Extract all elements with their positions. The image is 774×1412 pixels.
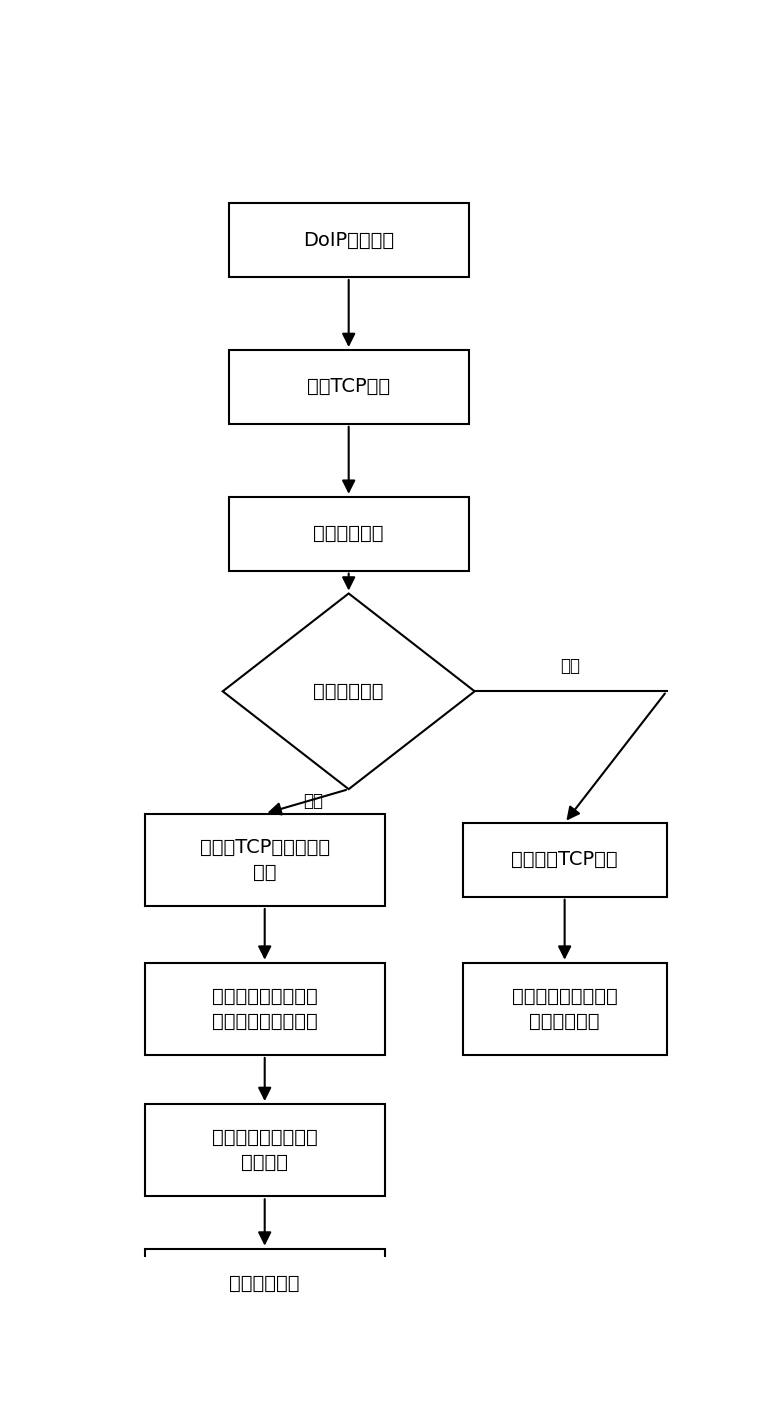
Text: 成功: 成功 xyxy=(303,792,323,810)
Bar xyxy=(229,497,469,570)
Text: 如无激活的客户端，
则退出组播组: 如无激活的客户端， 则退出组播组 xyxy=(512,987,618,1031)
Bar xyxy=(229,203,469,277)
Bar xyxy=(463,963,666,1055)
Text: 失败: 失败 xyxy=(560,657,580,675)
Text: 建立TCP连接: 建立TCP连接 xyxy=(307,377,390,397)
Bar xyxy=(145,813,385,907)
Bar xyxy=(229,350,469,424)
Text: 查找功能地址组映射
表，加入对应组播组: 查找功能地址组映射 表，加入对应组播组 xyxy=(212,987,317,1031)
Text: 断开当前TCP连接: 断开当前TCP连接 xyxy=(512,850,618,870)
Text: 发起路由激活: 发起路由激活 xyxy=(313,524,384,544)
Polygon shape xyxy=(223,593,474,789)
Text: 将客户端逻辑地址标
记为激活: 将客户端逻辑地址标 记为激活 xyxy=(212,1128,317,1172)
Bar xyxy=(463,823,666,897)
Bar xyxy=(145,1248,385,1319)
Text: 将当前TCP连接标记为
激活: 将当前TCP连接标记为 激活 xyxy=(200,837,330,882)
Text: DoIP设备发现: DoIP设备发现 xyxy=(303,230,394,250)
Bar xyxy=(145,963,385,1055)
Bar xyxy=(145,1104,385,1196)
Text: 开始诊断通信: 开始诊断通信 xyxy=(229,1275,300,1293)
Text: 路由激活处理: 路由激活处理 xyxy=(313,682,384,700)
